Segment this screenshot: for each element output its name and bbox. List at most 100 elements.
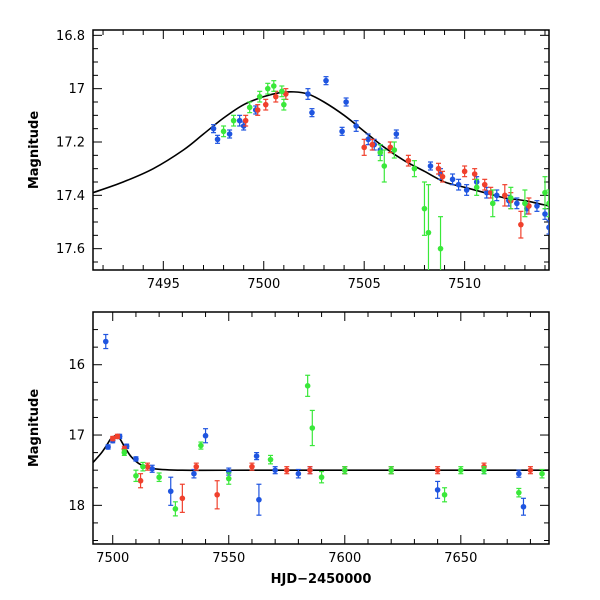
data-point: [246, 101, 253, 114]
y-tick-label: 17.4: [56, 189, 85, 204]
point-marker: [225, 475, 232, 482]
data-point: [172, 501, 179, 517]
data-point: [458, 466, 464, 475]
data-point: [214, 480, 220, 510]
x-tick-label: 7500: [96, 551, 129, 566]
data-point: [140, 461, 146, 472]
y-tick-label: 17: [68, 82, 85, 97]
y-tick-label: 16: [68, 358, 85, 373]
bottom-panel-x-tick-labels: 7500 7550 7600 7650: [96, 551, 477, 566]
data-point: [270, 80, 277, 92]
data-point: [391, 141, 398, 159]
top-panel-plot-area: [93, 76, 549, 270]
point-marker: [156, 474, 162, 481]
point-marker: [514, 200, 520, 207]
point-marker: [343, 99, 349, 105]
point-marker: [441, 491, 448, 498]
data-point: [210, 124, 217, 134]
data-point: [309, 409, 316, 447]
data-point: [193, 462, 200, 471]
data-point: [546, 189, 549, 218]
x-tick-label: 7650: [444, 551, 477, 566]
point-marker: [527, 467, 534, 473]
point-marker: [542, 211, 548, 217]
point-marker: [502, 192, 508, 199]
point-marker: [520, 503, 527, 510]
point-marker: [473, 184, 480, 191]
data-point: [225, 472, 232, 485]
point-marker: [526, 203, 532, 209]
point-marker: [253, 453, 260, 459]
data-point: [242, 114, 249, 127]
data-point: [526, 197, 532, 215]
point-marker: [214, 136, 221, 143]
data-point: [449, 173, 456, 186]
data-point: [133, 456, 139, 462]
point-marker: [387, 144, 394, 151]
data-point: [198, 441, 204, 450]
data-point: [353, 120, 359, 132]
y-tick-label: 17.2: [56, 136, 85, 151]
point-marker: [256, 93, 263, 100]
data-point: [527, 466, 534, 475]
point-marker: [481, 467, 487, 473]
point-marker: [281, 101, 287, 108]
data-point: [114, 433, 121, 440]
data-point: [133, 469, 139, 483]
point-marker: [434, 467, 441, 473]
point-marker: [114, 433, 121, 440]
point-marker: [546, 200, 549, 207]
point-marker: [318, 474, 325, 481]
point-marker: [522, 200, 528, 207]
data-point: [534, 200, 540, 212]
point-marker: [361, 144, 367, 151]
bottom-panel-model-curve-group: [93, 434, 549, 472]
top-panel-frame: [92, 29, 550, 271]
point-marker: [516, 489, 522, 496]
data-point: [502, 184, 508, 207]
data-point: [256, 90, 263, 103]
data-point: [365, 133, 372, 146]
data-point: [304, 374, 311, 397]
data-point: [514, 197, 520, 210]
data-point: [388, 466, 394, 475]
point-marker: [105, 444, 111, 450]
point-marker: [388, 467, 394, 473]
point-marker: [481, 181, 488, 188]
data-point: [421, 181, 428, 236]
point-marker: [483, 189, 490, 196]
data-point: [516, 469, 522, 478]
point-marker: [427, 163, 434, 169]
data-point: [425, 184, 432, 270]
data-point: [441, 487, 448, 503]
point-marker: [262, 101, 269, 108]
data-point: [249, 462, 255, 471]
point-marker: [273, 93, 279, 100]
point-marker: [437, 245, 444, 252]
bottom-panel-data-points: [102, 333, 545, 517]
point-marker: [230, 117, 237, 124]
point-marker: [109, 435, 116, 442]
data-point: [405, 154, 412, 167]
point-marker: [272, 467, 278, 473]
point-marker: [279, 88, 285, 95]
point-marker: [516, 470, 522, 477]
point-marker: [534, 203, 540, 209]
data-point: [226, 129, 233, 139]
point-marker: [226, 131, 233, 137]
point-marker: [149, 465, 155, 472]
top-panel-x-tick-labels: 7495 7500 7505 7510: [147, 277, 481, 292]
point-marker: [405, 157, 412, 164]
point-marker: [377, 149, 384, 156]
point-marker: [365, 136, 372, 143]
point-marker: [193, 463, 200, 470]
point-marker: [309, 425, 316, 431]
data-point: [546, 220, 549, 235]
point-marker: [236, 117, 243, 124]
data-point: [516, 487, 522, 498]
top-panel-data-points: [210, 76, 549, 270]
point-marker: [307, 467, 313, 473]
top-panel-y-axis-title: Magnitude: [27, 111, 42, 190]
point-marker: [270, 83, 277, 89]
